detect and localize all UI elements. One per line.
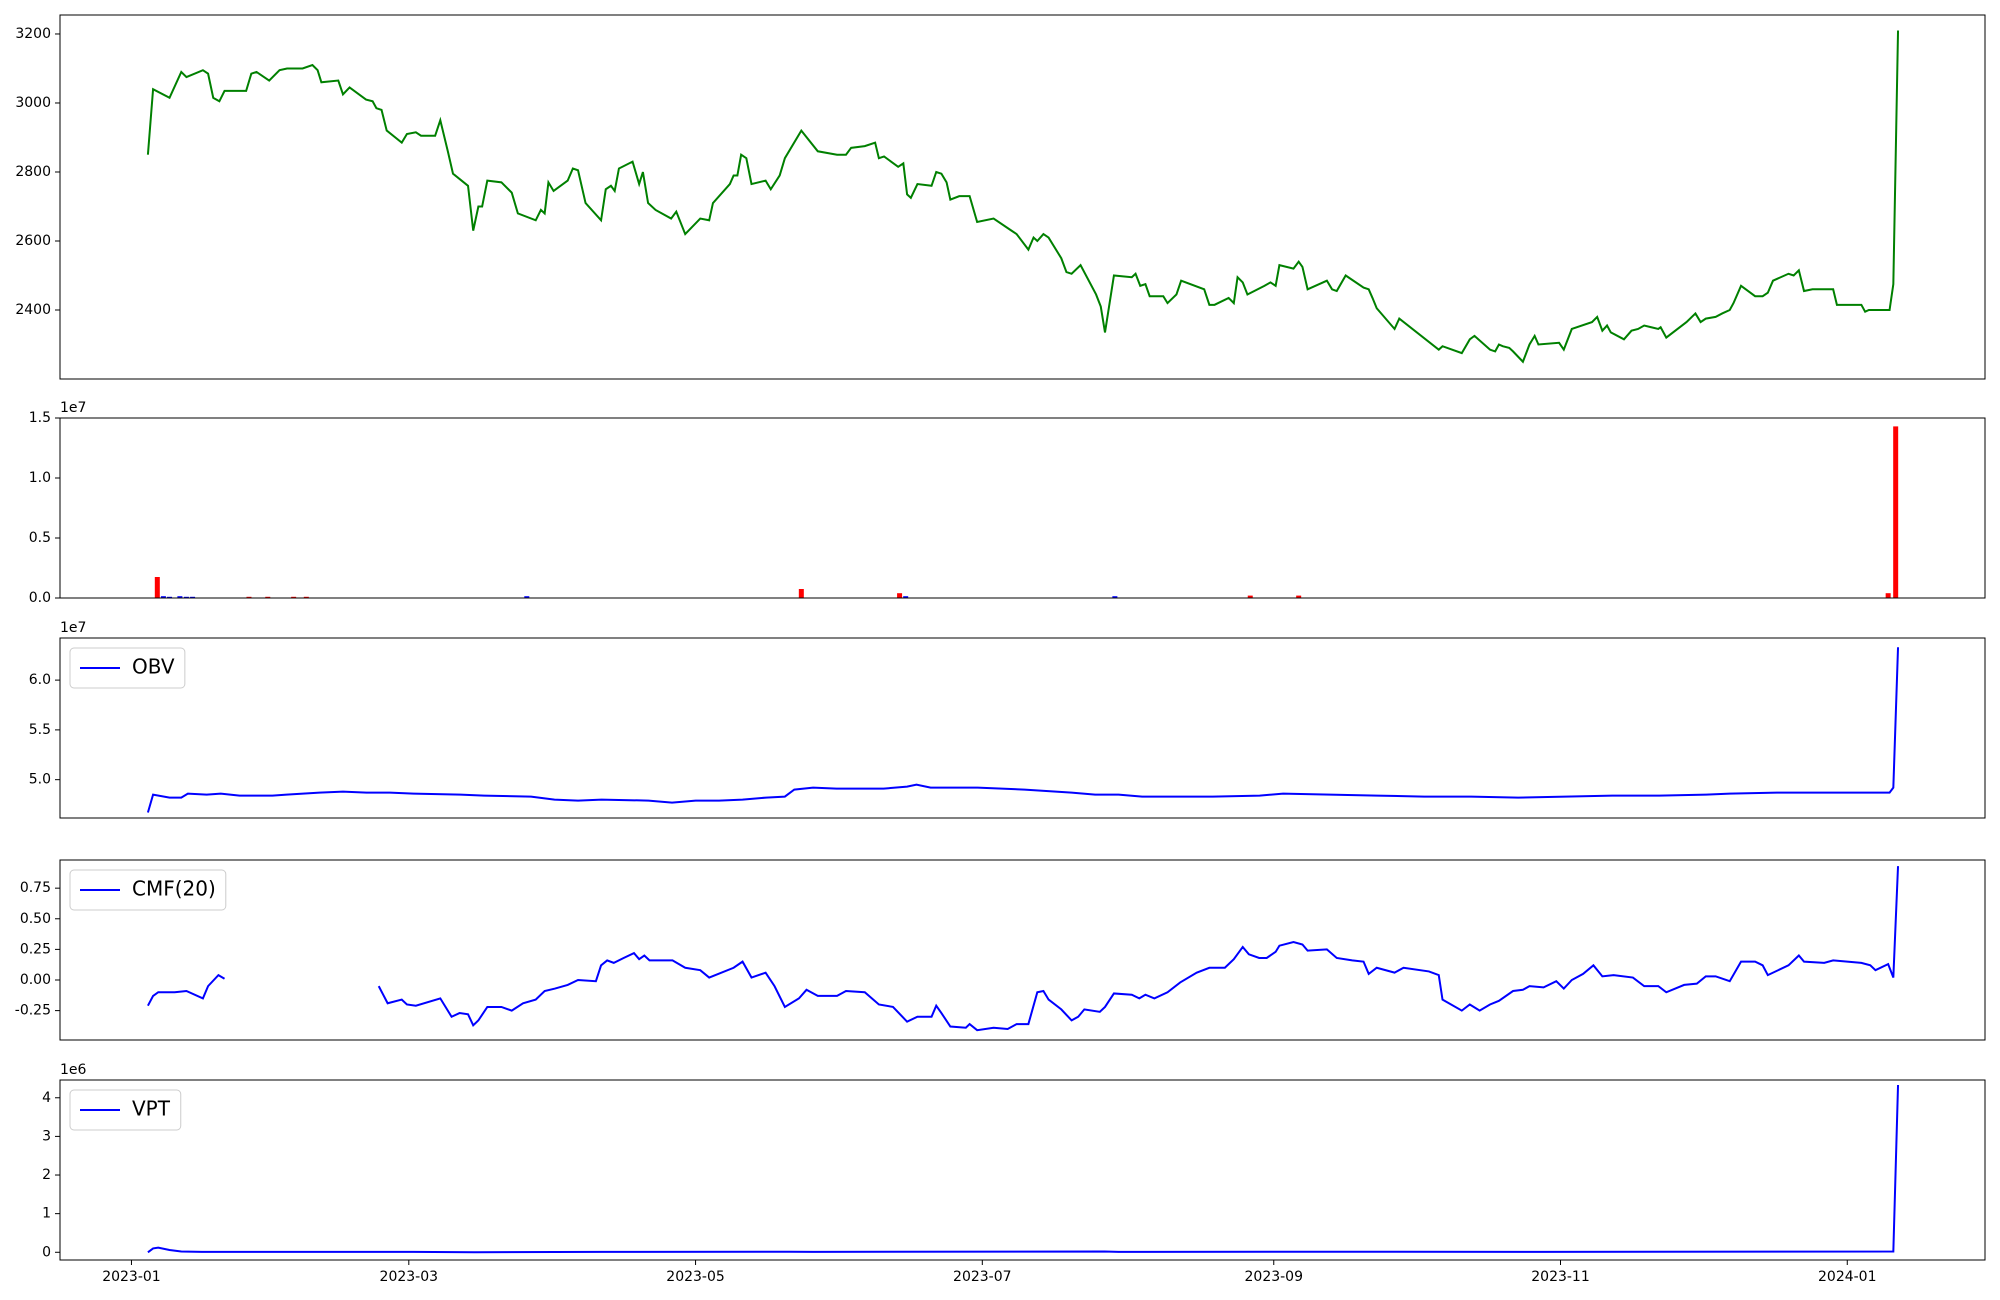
y-tick-label: 1 bbox=[42, 1206, 51, 1222]
axes-frame bbox=[59, 417, 1986, 599]
plot-area bbox=[147, 866, 1900, 1032]
legend-frame bbox=[69, 1089, 182, 1131]
volume-bar bbox=[154, 577, 160, 598]
y-tick-label: 3000 bbox=[15, 95, 51, 111]
x-tick-label: 2023-09 bbox=[1245, 1269, 1304, 1285]
y-tick-label: 2 bbox=[42, 1167, 51, 1183]
volume-bar bbox=[1893, 426, 1899, 598]
volume-bar bbox=[190, 596, 196, 598]
y-tick-label: 2600 bbox=[15, 233, 51, 249]
y-tick-label: 2400 bbox=[15, 302, 51, 318]
volume-bar bbox=[177, 596, 183, 598]
y-tick-label: 0.75 bbox=[20, 880, 51, 896]
volume-bar bbox=[183, 596, 189, 598]
offset-label: 1e7 bbox=[60, 400, 86, 416]
y-tick-label: 2800 bbox=[15, 164, 51, 180]
legend: VPT bbox=[69, 1089, 182, 1131]
plot-area bbox=[146, 30, 1900, 364]
x-tick-label: 2023-03 bbox=[380, 1269, 439, 1285]
volume-bar bbox=[246, 596, 252, 598]
x-tick-label: 2023-01 bbox=[102, 1269, 161, 1285]
axes-frame bbox=[59, 859, 1986, 1041]
offset-label: 1e7 bbox=[60, 620, 86, 636]
volume-bar bbox=[303, 596, 309, 598]
y-tick-label: 6.0 bbox=[29, 672, 51, 688]
plot-area bbox=[146, 647, 1900, 813]
y-tick-label: 5.0 bbox=[29, 772, 51, 788]
axes-frame bbox=[59, 637, 1986, 819]
volume-bar bbox=[1247, 595, 1253, 598]
volume-bar bbox=[265, 596, 271, 598]
x-tick-label: 2023-07 bbox=[953, 1269, 1012, 1285]
volume-bar bbox=[897, 593, 903, 598]
price-line bbox=[146, 30, 1900, 364]
panel: 2400 2600 2800 3000 3200 bbox=[15, 14, 1986, 380]
volume-bar bbox=[798, 589, 804, 598]
x-tick-label: 2023-11 bbox=[1531, 1269, 1590, 1285]
y-tick-label: 1.5 bbox=[29, 410, 51, 426]
volume-bar bbox=[167, 596, 173, 598]
volume-bar bbox=[903, 596, 909, 598]
plot-area bbox=[154, 426, 1899, 598]
panel: -0.25 0.00 0.25 0.50 0.75 CMF(20) bbox=[15, 859, 1986, 1041]
volume-bar bbox=[160, 596, 166, 598]
y-tick-label: 1.0 bbox=[29, 470, 51, 486]
axes-frame bbox=[59, 14, 1986, 380]
legend-label: OBV bbox=[132, 655, 175, 679]
indicator-line bbox=[147, 866, 1900, 1032]
y-tick-label: 0.5 bbox=[29, 530, 51, 546]
y-tick-label: 5.5 bbox=[29, 722, 51, 738]
y-tick-label: 0 bbox=[42, 1244, 51, 1260]
indicator-line bbox=[146, 647, 1900, 813]
legend-frame bbox=[69, 869, 227, 911]
y-tick-label: 3 bbox=[42, 1128, 51, 1144]
volume-bar bbox=[1885, 593, 1891, 598]
legend-label: CMF(20) bbox=[132, 877, 216, 901]
volume-bar bbox=[291, 596, 297, 598]
y-tick-label: 4 bbox=[42, 1090, 51, 1106]
volume-bar bbox=[524, 596, 530, 598]
y-tick-label: -0.25 bbox=[15, 1003, 51, 1019]
y-tick-label: 0.25 bbox=[20, 941, 51, 957]
volume-bar bbox=[1296, 595, 1302, 598]
legend-frame bbox=[69, 647, 186, 689]
x-tick-label: 2023-05 bbox=[666, 1269, 725, 1285]
panel: 0 1 2 3 4 2023-01 2023-03 2023-05 2023-07 2023-09… bbox=[42, 1062, 1986, 1285]
y-tick-label: 3200 bbox=[15, 26, 51, 42]
legend: CMF(20) bbox=[69, 869, 227, 911]
y-tick-label: 0.0 bbox=[29, 590, 51, 606]
y-tick-label: 0.50 bbox=[20, 911, 51, 927]
panel: 0.0 0.5 1.0 1.5 1e7 bbox=[29, 400, 1986, 606]
y-tick-label: 0.00 bbox=[20, 972, 51, 988]
volume-bar bbox=[1112, 596, 1118, 598]
legend-label: VPT bbox=[132, 1097, 171, 1121]
legend: OBV bbox=[69, 647, 186, 689]
axes-frame bbox=[59, 1079, 1986, 1261]
x-tick-label: 2024-01 bbox=[1818, 1269, 1877, 1285]
panel: 5.0 5.5 6.0 1e7 OBV bbox=[29, 620, 1986, 819]
offset-label: 1e6 bbox=[60, 1062, 87, 1078]
indicator-line bbox=[147, 1084, 1900, 1254]
plot-area bbox=[147, 1084, 1900, 1254]
